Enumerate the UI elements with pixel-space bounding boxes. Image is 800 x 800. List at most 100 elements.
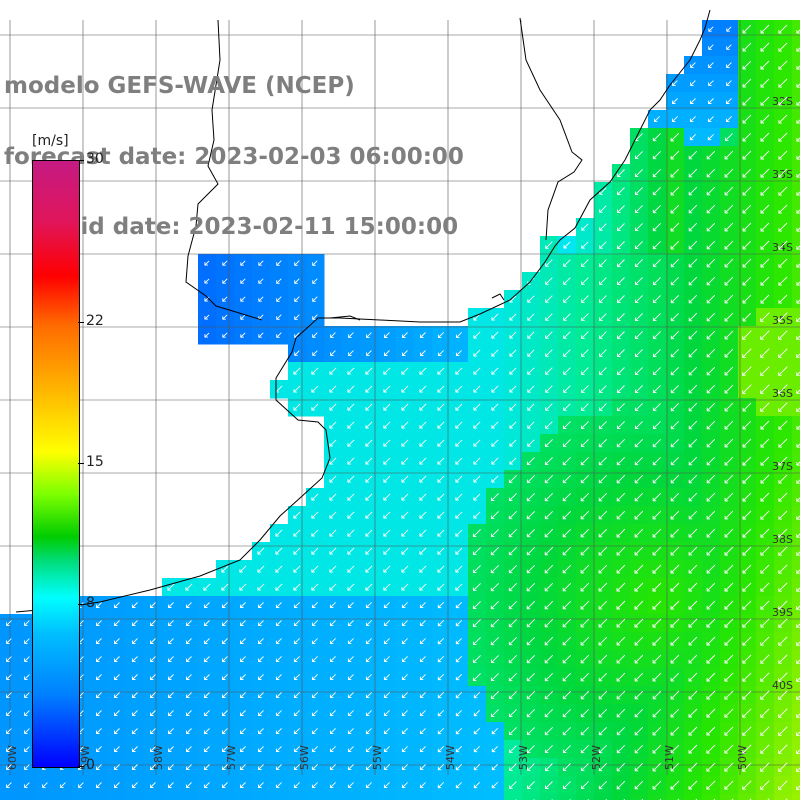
wind-arrow: [186, 692, 192, 698]
wind-arrow: [329, 403, 337, 411]
wind-arrow: [258, 296, 264, 302]
wind-arrow: [599, 277, 607, 285]
wind-arrow: [760, 96, 770, 106]
wind-arrow: [544, 546, 554, 556]
wind-arrow: [311, 529, 319, 537]
wind-arrow: [778, 168, 788, 178]
wind-arrow: [760, 528, 770, 538]
wind-arrow: [509, 763, 517, 771]
wind-arrow: [240, 656, 246, 662]
wind-arrow: [222, 728, 228, 734]
wind-arrow: [329, 674, 336, 681]
wind-arrow: [580, 744, 590, 754]
wind-arrow: [472, 529, 481, 538]
wind-arrow: [419, 728, 426, 735]
wind-cell: [792, 668, 800, 687]
wind-arrow: [599, 403, 607, 411]
wind-arrow: [490, 636, 500, 646]
wind-arrow: [347, 764, 354, 771]
wind-arrow: [6, 620, 12, 626]
wind-arrow: [742, 474, 752, 484]
wind-arrow: [760, 456, 770, 466]
wind-arrow: [580, 600, 590, 610]
wind-cell: [486, 794, 505, 800]
wind-arrow: [527, 403, 535, 411]
wind-arrow: [455, 583, 463, 591]
wind-arrow: [742, 762, 752, 772]
forecast-date: forecast date: 2023-02-03 06:00:00: [4, 143, 464, 170]
wind-arrow: [239, 583, 247, 591]
wind-arrow: [581, 403, 589, 411]
wind-arrow: [455, 601, 463, 609]
wind-arrow: [508, 727, 517, 736]
wind-arrow: [724, 780, 734, 790]
wind-arrow: [257, 565, 265, 573]
wind-arrow: [724, 312, 734, 322]
wind-arrow: [365, 385, 373, 393]
wind-arrow: [168, 638, 174, 644]
wind-arrow: [634, 205, 643, 214]
wind-arrow: [365, 746, 372, 753]
wind-arrow: [706, 240, 716, 250]
wind-arrow: [96, 674, 102, 680]
wind-arrow: [419, 421, 427, 429]
wind-cell: [378, 794, 397, 800]
wind-arrow: [293, 764, 300, 771]
wind-cell: [792, 182, 800, 201]
wind-arrow: [670, 402, 680, 412]
wind-arrow: [258, 746, 264, 752]
wind-cell: [756, 794, 775, 800]
wind-arrow: [545, 313, 553, 321]
wind-arrow: [706, 186, 716, 196]
wind-cell: [0, 794, 19, 800]
wind-arrow: [724, 564, 734, 574]
wind-arrow: [617, 169, 625, 177]
wind-arrow: [598, 672, 608, 682]
wind-cell: [270, 794, 289, 800]
wind-arrow: [580, 510, 590, 520]
wind-arrow: [742, 186, 752, 196]
wind-arrow: [509, 313, 517, 321]
wind-arrow: [204, 728, 210, 734]
wind-arrow: [329, 656, 336, 663]
wind-arrow: [383, 403, 391, 411]
wind-cell: [108, 794, 127, 800]
wind-cell: [792, 524, 800, 543]
wind-arrow: [293, 692, 300, 699]
wind-cell: [720, 794, 739, 800]
colorbar-unit: [m/s]: [32, 133, 69, 149]
wind-arrow: [706, 510, 716, 520]
wind-arrow: [688, 258, 698, 268]
wind-arrow: [347, 457, 355, 465]
wind-arrow: [455, 619, 463, 627]
wind-arrow: [544, 672, 554, 682]
wind-arrow: [545, 403, 553, 411]
wind-arrow: [384, 350, 390, 356]
wind-arrow: [527, 421, 535, 429]
wind-arrow: [293, 656, 300, 663]
wind-arrow: [276, 314, 282, 320]
wind-arrow: [562, 690, 572, 700]
wind-arrow: [778, 744, 788, 754]
wind-arrow: [724, 222, 734, 232]
wind-arrow: [742, 672, 752, 682]
wind-arrow: [742, 690, 752, 700]
wind-arrow: [275, 529, 283, 537]
wind-arrow: [276, 332, 282, 338]
wind-arrow: [508, 546, 518, 556]
wind-arrow: [491, 313, 499, 321]
wind-arrow: [258, 710, 264, 716]
wind-arrow: [473, 745, 481, 753]
wind-arrow: [293, 728, 300, 735]
wind-arrow: [312, 296, 318, 302]
wind-arrow: [293, 403, 301, 411]
wind-arrow: [401, 367, 409, 375]
wind-arrow: [778, 474, 788, 484]
wind-arrow: [688, 420, 698, 430]
wind-arrow: [690, 80, 696, 86]
wind-arrow: [598, 474, 608, 484]
wind-arrow: [204, 260, 210, 266]
wind-arrow: [437, 565, 445, 573]
